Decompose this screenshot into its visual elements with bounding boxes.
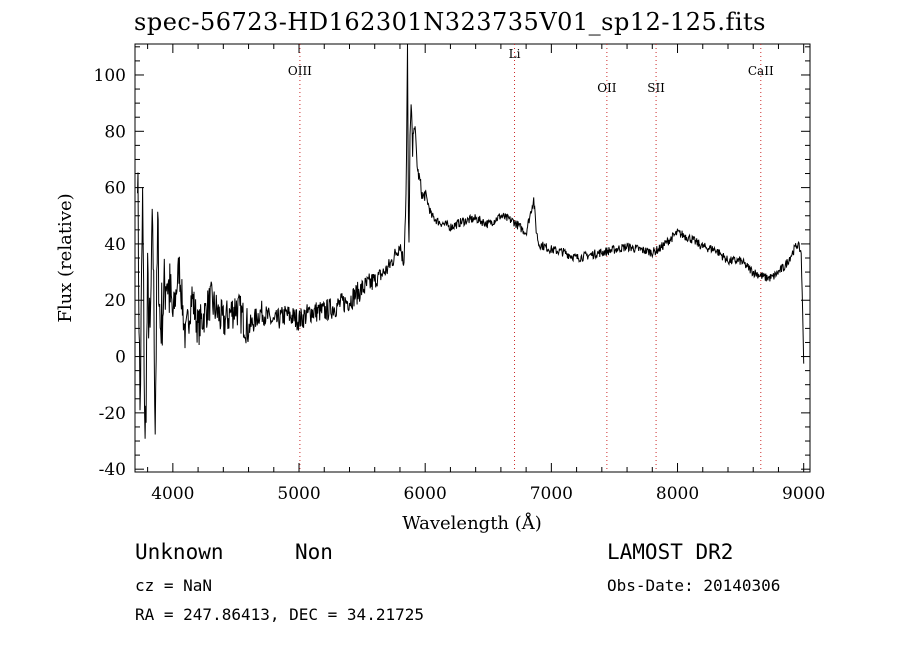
y-tick-label: -40 <box>99 460 126 480</box>
x-tick-label: 6000 <box>404 484 447 504</box>
emission-label-oiii: OIII <box>288 64 312 78</box>
chart-title: spec-56723-HD162301N323735V01_sp12-125.f… <box>134 8 766 36</box>
object-subclass: Non <box>295 540 333 564</box>
x-tick-label: 7000 <box>530 484 573 504</box>
emission-label-oii: OII <box>597 81 617 95</box>
x-tick-label: 9000 <box>782 484 825 504</box>
emission-label-li: Li <box>509 47 521 61</box>
survey-name: LAMOST DR2 <box>607 540 734 564</box>
y-tick-label: 20 <box>104 291 126 311</box>
emission-label-sii: SII <box>647 81 665 95</box>
emission-label-caii: CaII <box>748 64 774 78</box>
x-tick-label: 5000 <box>277 484 320 504</box>
axis-ticks: 4000 5000 6000 7000 8000 9000 -40 -20 0 20 40 60 80 1… <box>94 44 825 504</box>
x-tick-label: 8000 <box>656 484 699 504</box>
x-tick-label: 4000 <box>151 484 194 504</box>
y-axis-label: Flux (relative) <box>55 193 76 322</box>
y-tick-label: 80 <box>104 122 126 142</box>
redshift-text: cz = NaN <box>135 576 213 595</box>
y-tick-label: 0 <box>115 348 126 368</box>
y-tick-label: 40 <box>104 235 126 255</box>
y-tick-label: 100 <box>94 66 126 86</box>
y-tick-label: -20 <box>99 404 126 424</box>
y-tick-label: 60 <box>104 179 126 199</box>
plot-frame <box>134 43 811 473</box>
object-class: Unknown <box>135 540 224 564</box>
obs-date: Obs-Date: 20140306 <box>607 576 781 595</box>
emission-lines: OIII Li OII SII CaII <box>288 44 774 472</box>
x-axis-label: Wavelength (Å) <box>402 512 542 534</box>
coordinates: RA = 247.86413, DEC = 34.21725 <box>135 605 424 624</box>
spectrum-line <box>137 43 805 439</box>
